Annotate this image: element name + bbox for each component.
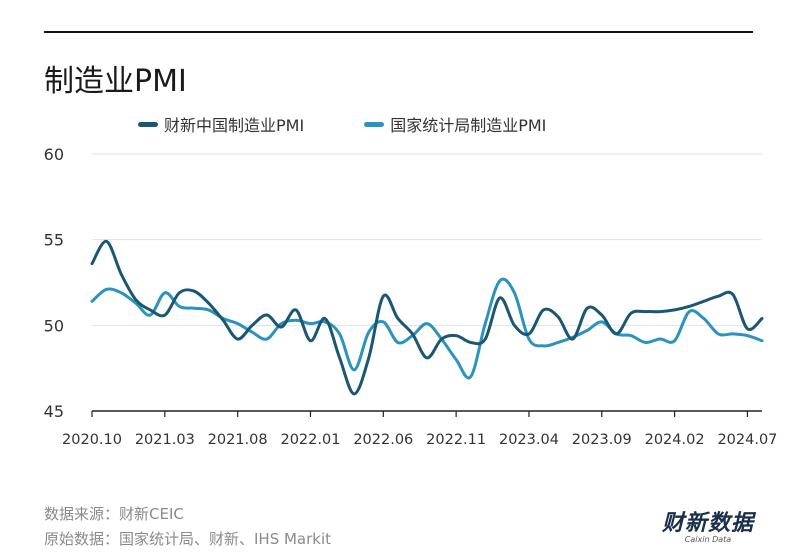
series-line-caixin [90, 239, 764, 396]
chart-title: 制造业PMI [44, 64, 187, 99]
legend-label-nbs: 国家统计局制造业PMI [390, 116, 547, 135]
y-tick-label-55: 55 [44, 231, 64, 250]
x-tick-label-6: 2023.04 [499, 432, 559, 448]
x-tick-label-1: 2021.03 [135, 432, 195, 448]
x-tick-label-2: 2021.08 [208, 432, 268, 448]
x-tick-label-4: 2022.06 [353, 432, 413, 448]
y-tick-label-50: 50 [44, 316, 64, 335]
legend-swatch-caixin [138, 121, 158, 127]
x-tick-label-0: 2020.10 [62, 432, 122, 448]
logo-sub-text: Caixin Data [684, 535, 732, 544]
x-tick-label-8: 2024.02 [645, 432, 705, 448]
series-line-nbs [90, 277, 764, 380]
legend-swatch-nbs [364, 121, 385, 127]
x-tick-label-3: 2022.01 [280, 432, 340, 448]
logo-main-text: 财新数据 [661, 511, 754, 536]
top-rule [44, 31, 753, 33]
y-tick-label-45: 45 [44, 402, 64, 421]
footer-source: 数据来源：财新CEIC [44, 505, 184, 523]
legend-label-caixin: 财新中国制造业PMI [164, 116, 305, 135]
legend: 财新中国制造业PMI 国家统计局制造业PMI [138, 112, 546, 136]
caixin-data-logo: 财新数据 Caixin Data [662, 513, 754, 545]
x-tick-label-9: 2024.07 [717, 432, 777, 448]
x-tick-label-7: 2023.09 [572, 432, 632, 448]
footer-original-data: 原始数据：国家统计局、财新、IHS Markit [44, 530, 332, 548]
x-tick-label-5: 2022.11 [426, 432, 486, 448]
legend-item-nbs: 国家统计局制造业PMI [364, 112, 546, 136]
legend-item-caixin: 财新中国制造业PMI [138, 112, 304, 136]
y-tick-label-60: 60 [44, 145, 64, 164]
